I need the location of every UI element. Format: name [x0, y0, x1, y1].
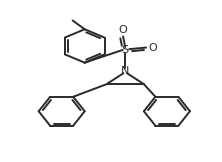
Text: O: O [148, 43, 157, 52]
Text: S: S [122, 45, 129, 55]
Text: O: O [119, 25, 127, 35]
Text: N: N [121, 66, 129, 76]
